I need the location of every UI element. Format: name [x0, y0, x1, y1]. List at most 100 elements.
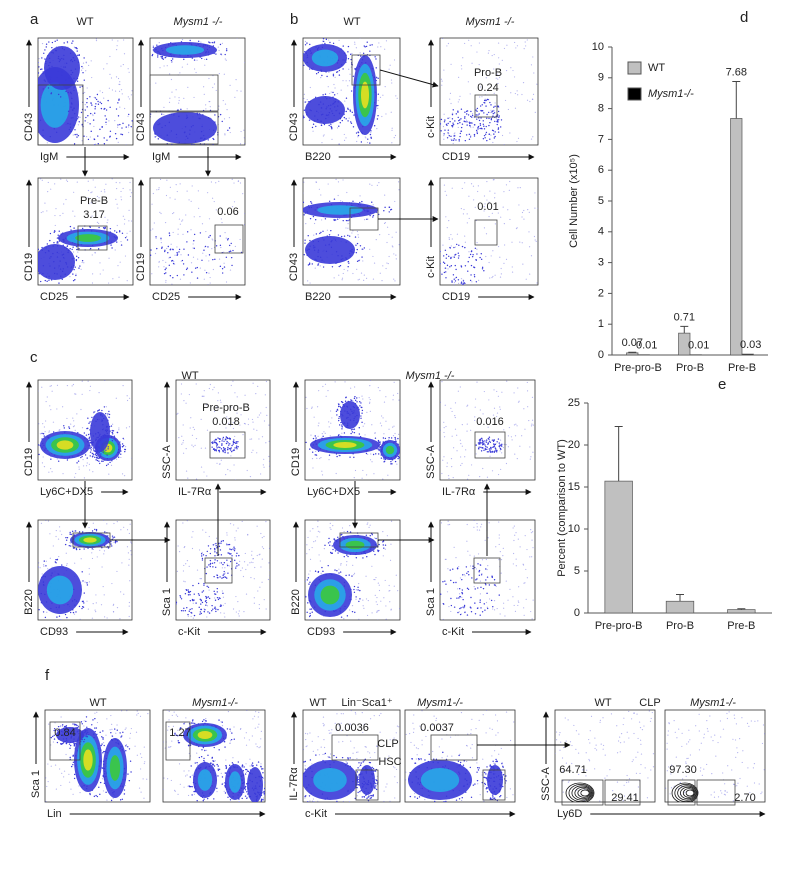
event-dot — [223, 266, 226, 268]
event-dot — [169, 275, 172, 277]
event-dot — [181, 443, 183, 445]
event-dot — [447, 42, 450, 45]
event-dot — [192, 256, 195, 258]
event-dot — [66, 417, 68, 420]
event-dot — [519, 241, 521, 243]
event-dot — [84, 104, 86, 106]
event-dot — [490, 446, 492, 449]
event-dot — [366, 218, 368, 220]
event-dot — [300, 101, 301, 102]
event-dot — [497, 42, 500, 44]
event-dot — [102, 451, 104, 453]
event-dot — [479, 564, 482, 566]
event-dot — [42, 72, 44, 75]
event-dot — [341, 426, 344, 428]
event-dot — [508, 426, 511, 429]
column-header: Mysm1-/- — [192, 697, 238, 709]
event-dot — [212, 137, 214, 140]
event-dot — [350, 399, 353, 402]
event-dot — [87, 115, 89, 117]
event-dot — [441, 381, 443, 383]
event-dot — [213, 200, 215, 203]
event-dot — [448, 133, 450, 135]
event-dot — [306, 611, 308, 614]
event-dot — [87, 417, 89, 419]
event-dot — [203, 93, 205, 95]
event-dot — [510, 436, 513, 438]
gate-label: 0.016 — [476, 416, 504, 428]
event-dot — [453, 284, 456, 285]
event-dot — [529, 458, 531, 460]
events — [305, 520, 400, 620]
event-dot — [89, 439, 92, 442]
event-dot — [177, 545, 179, 547]
event-dot — [450, 265, 453, 267]
gate — [149, 74, 219, 112]
event-dot — [220, 562, 223, 564]
event-dot — [125, 427, 128, 429]
event-dot — [369, 410, 371, 412]
event-dot — [485, 445, 487, 448]
event-dot — [468, 195, 470, 197]
event-dot — [388, 590, 390, 592]
event-dot — [500, 119, 503, 121]
event-dot — [178, 102, 180, 104]
event-dot — [489, 101, 491, 104]
event-dot — [497, 119, 500, 121]
event-dot — [190, 200, 192, 202]
event-dot — [382, 437, 385, 439]
event-dot — [105, 183, 107, 185]
event-dot — [156, 44, 158, 46]
event-dot — [494, 443, 497, 446]
event-dot — [498, 442, 501, 444]
event-dot — [477, 125, 480, 128]
event-dot — [356, 268, 358, 270]
event-dot — [499, 256, 501, 258]
event-dot — [172, 231, 174, 234]
event-dot — [68, 427, 71, 430]
event-dot — [192, 247, 194, 249]
event-dot — [466, 213, 468, 215]
event-dot — [192, 243, 194, 245]
y-axis-label: Sca 1 — [161, 588, 173, 616]
event-dot — [318, 188, 320, 190]
event-dot — [496, 73, 498, 75]
event-dot — [451, 118, 454, 120]
event-dot — [92, 548, 95, 551]
event-dot — [303, 181, 305, 183]
event-dot — [358, 278, 361, 280]
event-dot — [348, 117, 350, 119]
event-dot — [393, 59, 396, 61]
event-dot — [165, 272, 167, 274]
event-dot — [83, 477, 86, 479]
event-dot — [479, 599, 481, 601]
event-dot — [455, 139, 457, 141]
event-dot — [99, 147, 100, 148]
event-dot — [361, 412, 363, 414]
event-dot — [378, 609, 380, 612]
event-dot — [388, 428, 390, 430]
event-dot — [485, 441, 488, 443]
event-dot — [345, 396, 347, 398]
gate — [209, 431, 246, 459]
event-dot — [56, 458, 58, 460]
event-dot — [308, 573, 310, 575]
event-dot — [305, 223, 307, 225]
event-dot — [105, 449, 107, 451]
event-dot — [128, 564, 130, 566]
event-dot — [225, 436, 227, 438]
event-dot — [470, 274, 472, 276]
event-dot — [100, 453, 102, 455]
event-dot — [343, 116, 346, 119]
event-dot — [454, 277, 457, 279]
event-dot — [76, 413, 78, 415]
event-dot — [311, 406, 313, 408]
event-dot — [469, 554, 471, 556]
event-dot — [517, 401, 520, 403]
event-dot — [52, 421, 55, 423]
event-dot — [258, 603, 260, 606]
event-dot — [463, 606, 466, 608]
event-dot — [60, 178, 62, 180]
event-dot — [221, 567, 224, 569]
event-dot — [51, 46, 53, 49]
